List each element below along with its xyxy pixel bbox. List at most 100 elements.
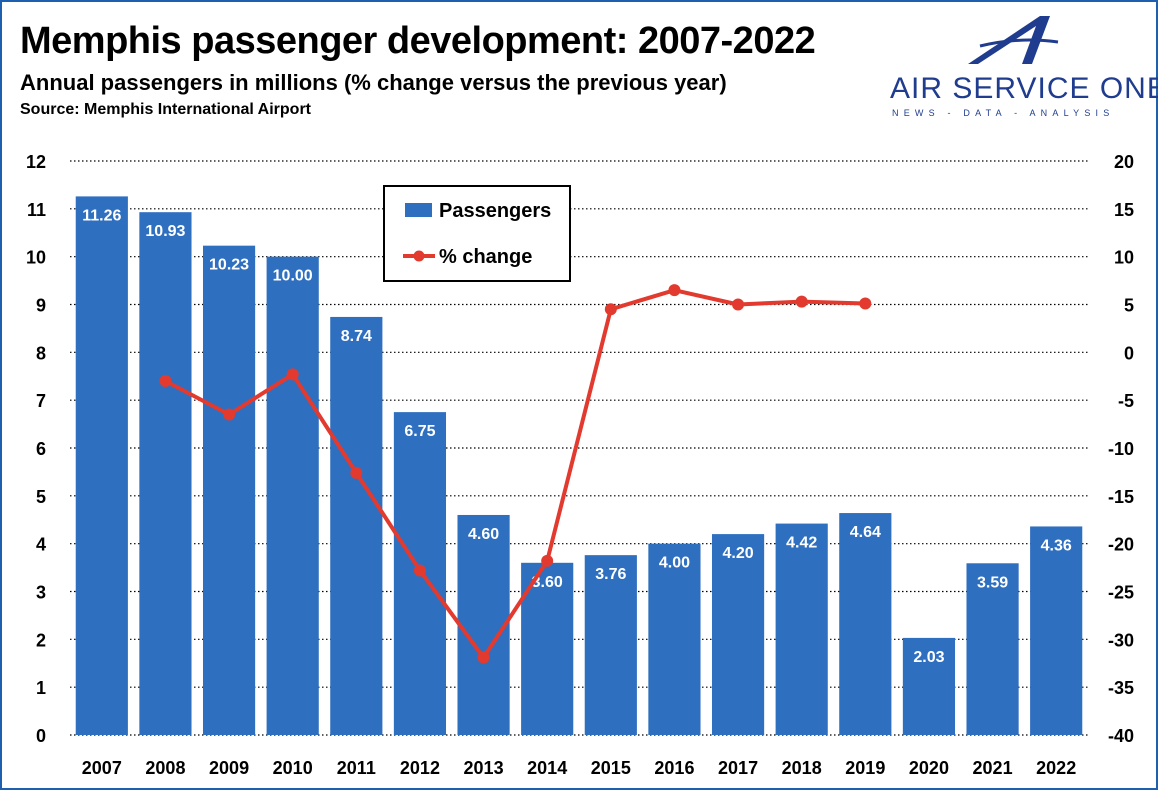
- left-tick-label: 7: [36, 391, 46, 411]
- logo: AIR SERVICE ONE NEWS - DATA - ANALYSIS: [880, 12, 1158, 122]
- right-tick-label: -35: [1108, 678, 1134, 698]
- left-tick-label: 5: [36, 487, 46, 507]
- bar: [648, 543, 701, 735]
- left-tick-label: 11: [27, 200, 46, 220]
- legend-marker-percent-change: [413, 250, 425, 262]
- x-tick-label: 2015: [591, 758, 631, 778]
- x-tick-label: 2013: [464, 758, 504, 778]
- stylized-letter-a-icon: [968, 16, 1059, 64]
- left-tick-label: 9: [36, 296, 46, 316]
- bar-series-passengers: [75, 196, 1083, 736]
- right-tick-label: -10: [1108, 439, 1134, 459]
- line-point: [223, 408, 236, 421]
- bar-data-label: 3.60: [532, 574, 563, 591]
- bar: [330, 316, 383, 735]
- bar-data-label: 6.75: [404, 423, 435, 440]
- line-point: [732, 298, 745, 311]
- right-axis-ticks: -40 -35 -30 -25 -20 -15 -10 -5 0 5 10 15 20: [1108, 152, 1134, 746]
- x-tick-label: 2008: [145, 758, 185, 778]
- bar: [1030, 526, 1083, 735]
- bar: [584, 555, 637, 735]
- x-tick-label: 2007: [82, 758, 122, 778]
- right-tick-label: 0: [1124, 343, 1134, 363]
- bar: [457, 514, 510, 735]
- left-tick-label: 6: [36, 439, 46, 459]
- x-tick-label: 2016: [654, 758, 694, 778]
- bar: [775, 523, 828, 735]
- chart-subtitle: Annual passengers in millions (% change …: [20, 70, 727, 95]
- right-tick-label: -15: [1108, 487, 1134, 507]
- bar-data-label: 3.76: [595, 566, 626, 583]
- chart-source: Source: Memphis International Airport: [20, 101, 311, 118]
- bar-data-label: 8.74: [341, 328, 372, 345]
- right-tick-label: 15: [1114, 200, 1134, 220]
- bar-data-labels: 11.26 10.93 10.23 10.00 8.74 6.75 4.60 3.60 3.76…: [82, 207, 1072, 666]
- bar-data-label: 4.36: [1041, 537, 1072, 554]
- line-point: [859, 297, 872, 310]
- x-tick-label: 2018: [782, 758, 822, 778]
- right-tick-label: 20: [1114, 152, 1134, 172]
- bar-data-label: 3.59: [977, 574, 1008, 591]
- legend-label-percent-change: % change: [439, 246, 532, 268]
- bar-data-label: 4.00: [659, 555, 690, 572]
- bar-data-label: 10.93: [145, 223, 185, 240]
- line-point: [604, 303, 617, 316]
- line-point: [541, 554, 554, 567]
- right-tick-label: -40: [1108, 726, 1134, 746]
- x-tick-label: 2022: [1036, 758, 1076, 778]
- line-point: [795, 295, 808, 308]
- bar: [839, 513, 892, 735]
- x-tick-label: 2009: [209, 758, 249, 778]
- left-tick-label: 0: [36, 726, 46, 746]
- bar: [75, 196, 128, 735]
- logo-tagline: NEWS - DATA - ANALYSIS: [892, 108, 1115, 118]
- right-tick-label: -25: [1108, 583, 1134, 603]
- bar: [521, 562, 574, 735]
- bar-data-label: 4.20: [722, 545, 753, 562]
- right-tick-label: -5: [1118, 391, 1134, 411]
- bar-data-label: 2.03: [913, 649, 944, 666]
- bar: [266, 256, 319, 735]
- x-tick-label: 2011: [337, 758, 376, 778]
- x-tick-label: 2012: [400, 758, 440, 778]
- left-tick-label: 1: [36, 678, 46, 698]
- legend-label-passengers: Passengers: [439, 200, 551, 222]
- bar: [202, 245, 256, 736]
- bar: [711, 534, 765, 735]
- line-point: [413, 564, 426, 577]
- x-tick-label: 2019: [845, 758, 885, 778]
- bar-data-label: 10.23: [209, 257, 249, 274]
- legend-swatch-passengers: [405, 203, 432, 217]
- line-point: [668, 284, 681, 297]
- x-tick-label: 2020: [909, 758, 949, 778]
- legend-box: [383, 185, 571, 282]
- left-tick-label: 4: [36, 535, 46, 555]
- left-tick-label: 12: [26, 152, 46, 172]
- x-tick-label: 2017: [718, 758, 758, 778]
- bar: [902, 637, 956, 735]
- line-point: [477, 651, 490, 664]
- bar-data-label: 4.64: [850, 524, 881, 541]
- x-tick-label: 2010: [273, 758, 313, 778]
- left-tick-label: 3: [36, 583, 46, 603]
- bar-data-label: 4.60: [468, 526, 499, 543]
- x-tick-label: 2014: [527, 758, 567, 778]
- left-tick-label: 10: [26, 248, 46, 268]
- bar: [139, 212, 192, 736]
- x-axis-ticks: 2007 2008 2009 2010 2011 2012 2013 2014 2015 2016…: [82, 758, 1076, 778]
- line-series-percent-change: [159, 284, 872, 664]
- right-tick-label: -30: [1108, 630, 1134, 650]
- line-path: [164, 288, 866, 660]
- line-point: [159, 375, 172, 388]
- bar-data-label: 10.00: [273, 268, 313, 285]
- chart-title: Memphis passenger development: 2007-2022: [20, 20, 816, 62]
- left-tick-label: 2: [36, 630, 46, 650]
- logo-name: AIR SERVICE ONE: [890, 72, 1158, 105]
- left-tick-label: 8: [36, 343, 46, 363]
- bar-data-label: 4.42: [786, 535, 817, 552]
- right-tick-label: 10: [1114, 248, 1134, 268]
- right-tick-label: -20: [1108, 535, 1134, 555]
